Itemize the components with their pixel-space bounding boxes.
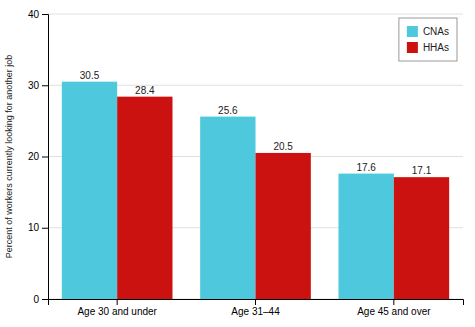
data-label: 30.5 [80,70,100,81]
tick-mark [255,299,256,305]
grid [48,14,463,299]
bars [62,82,449,299]
tick-mark [42,299,48,300]
tick-label: 40 [28,9,40,20]
bar-series [62,82,394,299]
tick: 40 [28,9,48,20]
tick-label: Age 30 and under [77,306,157,317]
grid-line [48,14,463,15]
tick: 0 [33,294,48,305]
bar-series [117,97,449,299]
tick-mark [117,299,118,305]
bar [394,177,449,299]
chart: 30.5 25.6 17.6 28.4 20.5 17.1 0 10 20 30 40 Age 30 … [0,0,475,327]
tick-label: 10 [28,222,40,233]
data-labels: 30.5 25.6 17.6 28.4 20.5 17.1 [80,70,432,176]
legend-label: HHAs [423,42,449,53]
tick-label: 0 [33,294,39,305]
tick-label: 30 [28,80,40,91]
tick-mark [393,299,394,305]
y-axis: 0 10 20 30 40 [28,9,49,305]
bar [339,174,394,299]
tick: 20 [28,151,48,162]
legend-label: CNAs [423,26,449,37]
tick-mark [42,157,48,158]
tick-mark [42,14,48,15]
tick: Age 45 and over [357,299,431,317]
tick: 10 [28,222,48,233]
bar [256,153,311,299]
data-label: 28.4 [135,85,155,96]
data-label: 25.6 [218,105,238,116]
data-label: 20.5 [273,141,293,152]
axis-domain [42,15,49,300]
legend-swatch [407,26,418,37]
plot: 30.5 25.6 17.6 28.4 20.5 17.1 0 10 20 30 40 Age 30 … [28,9,464,317]
tick: Age 30 and under [77,299,157,317]
legend-item: HHAs [407,42,449,53]
legend-swatch [407,42,418,53]
tick-label: 20 [28,151,40,162]
bar [62,82,117,299]
tick-label: Age 31–44 [231,306,280,317]
tick: Age 31–44 [231,299,280,317]
tick-mark [42,228,48,229]
tick-label: Age 45 and over [357,306,431,317]
tick: 30 [28,80,48,91]
legend-box [399,18,457,61]
legend: CNAs HHAs [399,18,457,61]
data-label: 17.1 [412,165,432,176]
data-label: 17.6 [356,162,376,173]
axis-domain [49,300,464,306]
legend-item: CNAs [407,26,449,37]
tick-mark [42,85,48,86]
x-axis: Age 30 and under Age 31–44 Age 45 and over [49,299,464,317]
bar [200,117,255,299]
y-axis-label: Percent of workers currently looking for… [4,55,14,259]
bar [117,97,172,299]
